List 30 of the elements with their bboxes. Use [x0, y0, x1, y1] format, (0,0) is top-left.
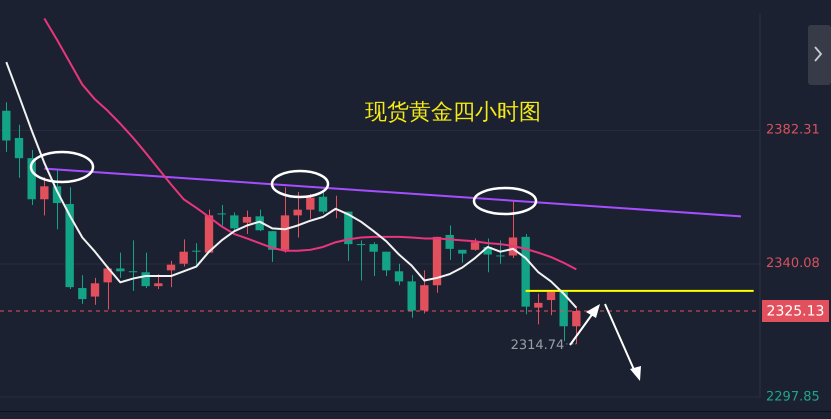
candlestick — [90, 277, 100, 306]
candlestick — [14, 124, 24, 178]
y-tick-label: 2297.85 — [766, 390, 820, 405]
candlestick — [103, 266, 112, 310]
annotation: 2314.74 — [510, 338, 564, 354]
candlestick — [356, 240, 366, 281]
y-tick-label: 2382.31 — [766, 122, 820, 138]
candlestick — [179, 238, 188, 268]
y-tick-label: 2340.08 — [766, 256, 820, 272]
candlestick — [318, 191, 328, 214]
candlestick — [458, 249, 467, 264]
candlestick — [268, 230, 277, 262]
candlestick — [394, 263, 404, 286]
candlestick — [116, 252, 125, 278]
candlestick — [293, 191, 302, 238]
candlestick — [306, 193, 315, 220]
candlestick — [166, 260, 176, 288]
candlestick — [496, 240, 505, 264]
candlestick — [40, 176, 49, 216]
candlestick — [217, 204, 226, 226]
candlestick — [369, 242, 378, 277]
candlestick — [230, 212, 239, 231]
text: 现货黄金四小时图 — [365, 99, 541, 127]
candlestick — [192, 242, 201, 266]
candlestick — [470, 238, 480, 252]
candlestick — [78, 274, 87, 304]
candlestick — [242, 210, 252, 235]
candlestick — [128, 240, 138, 292]
candlestick — [382, 251, 391, 277]
ref-line-label: 2325.13 — [766, 304, 824, 320]
